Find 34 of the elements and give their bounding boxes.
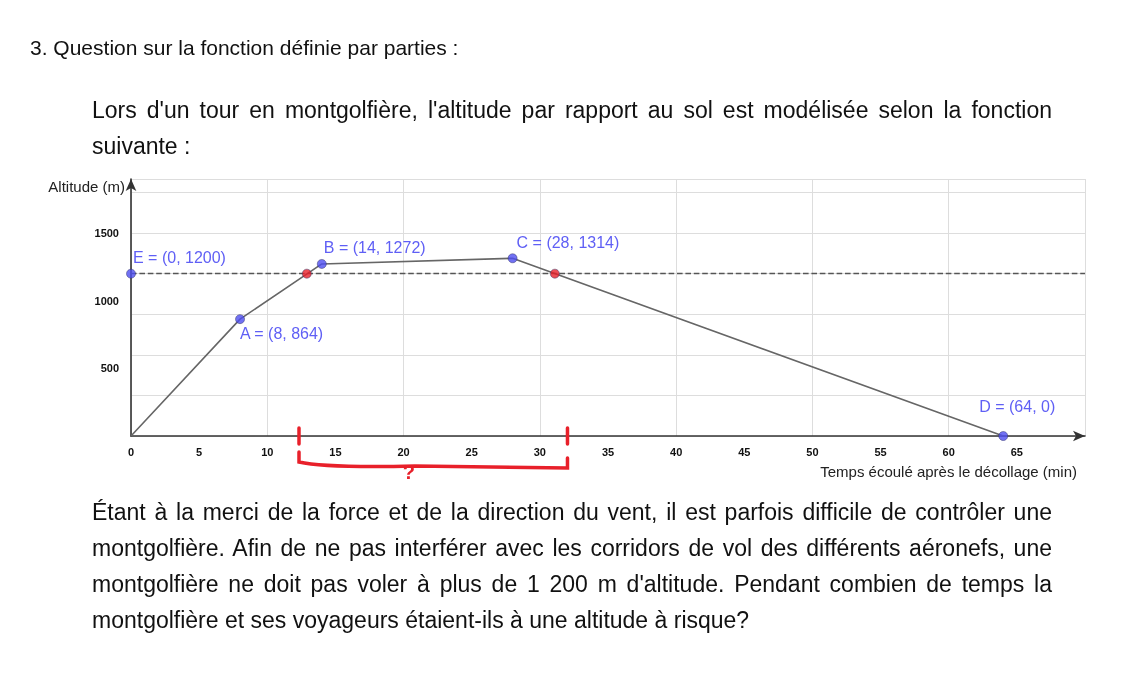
annotation: B = (14, 1272) <box>323 239 426 257</box>
y-axis-title: Altitude (m) <box>48 178 125 195</box>
chart-title: 3. Question sur la fonction définie par parties : <box>30 35 459 61</box>
annotation: C = (28, 1314) <box>516 233 620 251</box>
annotation: E = (0, 1200) <box>133 249 226 267</box>
x-axis-title: Temps écoulé après le décollage (min) <box>820 463 1077 480</box>
x-tick-label: 45 <box>738 445 751 458</box>
point <box>550 268 560 279</box>
x-tick-label: 25 <box>465 445 478 458</box>
point <box>317 259 327 269</box>
x-tick-label: 10 <box>261 445 274 458</box>
point <box>998 431 1009 441</box>
text: Étant à la merci de la force et de la direction du vent, il est parfois difficile de contrôler une montgolfière. Afin de ne pas interférer avec les corridors de vol des différents aéronefs, une montgolfière ne doit pas voler à plus de 1 200 m d'altitude. Pendant combien de temps la montgolfière et ses voyageurs étaient-ils à une altitude à risque? <box>92 498 1052 635</box>
x-tick-label: 40 <box>670 445 683 458</box>
y-tick-label: 1000 <box>94 294 119 307</box>
x-tick-label: 20 <box>397 445 410 458</box>
x-tick-label: 55 <box>874 445 887 458</box>
x-tick-label: 60 <box>942 445 955 458</box>
y-tick-label: 500 <box>100 362 119 375</box>
point <box>235 314 245 324</box>
x-tick-label: 35 <box>601 445 615 458</box>
x-tick-label: 65 <box>1010 445 1023 458</box>
annotation: A = (8, 864) <box>240 324 324 342</box>
y-tick-label: 1500 <box>94 227 119 240</box>
point <box>302 268 312 279</box>
x-tick-label: 50 <box>806 445 819 458</box>
x-tick-label: 30 <box>533 445 546 458</box>
x-tick-label: 15 <box>329 445 342 458</box>
annotation: D = (64, 0) <box>979 397 1056 415</box>
point <box>507 253 518 264</box>
x-tick-label: 5 <box>196 445 203 458</box>
x-tick-label: 0 <box>127 445 135 458</box>
chart-subtitle: Lors d'un tour en montgolfière, l'altitude par rapport au sol est modélisée selon la fonction suivante : <box>92 96 1052 161</box>
point <box>126 268 136 279</box>
